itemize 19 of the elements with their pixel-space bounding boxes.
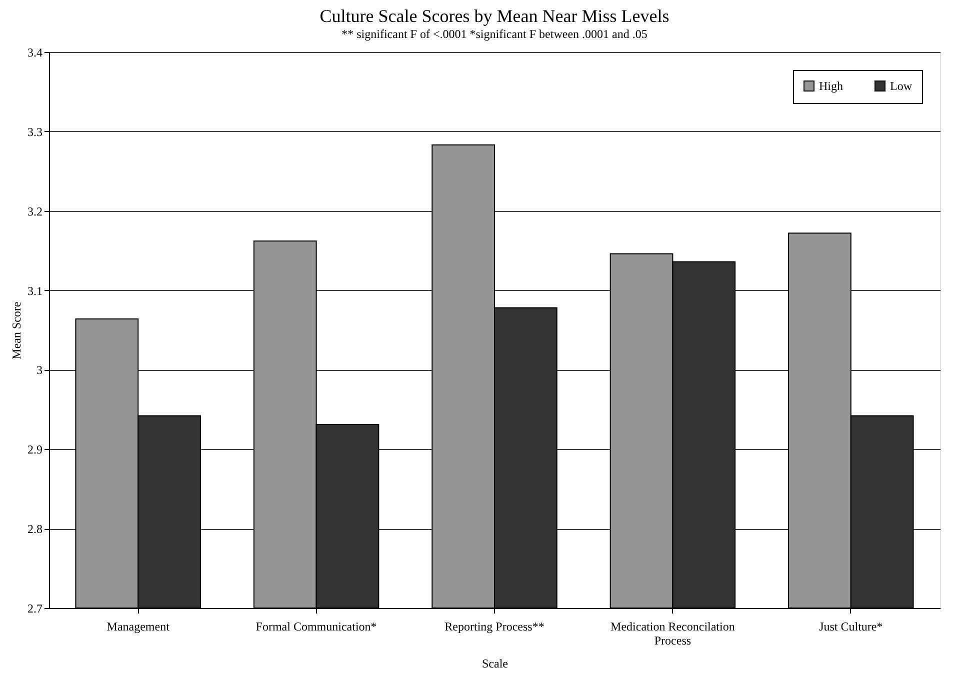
x-axis-title: Scale [482,656,508,670]
y-tick-label: 3.2 [28,204,42,218]
y-tick-label: 2.7 [28,602,42,616]
x-tick-label: Medication Reconcilation Process [610,620,735,648]
x-tick-label: Management [106,620,170,634]
y-tick-label: 2.8 [28,522,42,536]
y-tick-label: 2.9 [28,442,42,457]
x-tick-label: Reporting Process** [444,620,544,634]
x-tick-label: Formal Communication* [256,620,377,634]
x-tick-label: Just Culture* [819,620,883,634]
legend-label: High [819,79,843,93]
y-tick-label: 3.1 [28,284,42,298]
legend-label: Low [890,79,912,93]
y-axis-title: Mean Score [10,302,24,360]
chart-title: Culture Scale Scores by Mean Near Miss Levels [320,6,670,26]
chart-subtitle: ** significant F of <.0001 *significant F between .0001 and .05 [342,27,648,41]
y-tick-label: 3 [36,363,42,378]
y-tick-label: 3.3 [28,124,42,139]
y-tick-label: 3.4 [28,46,42,60]
